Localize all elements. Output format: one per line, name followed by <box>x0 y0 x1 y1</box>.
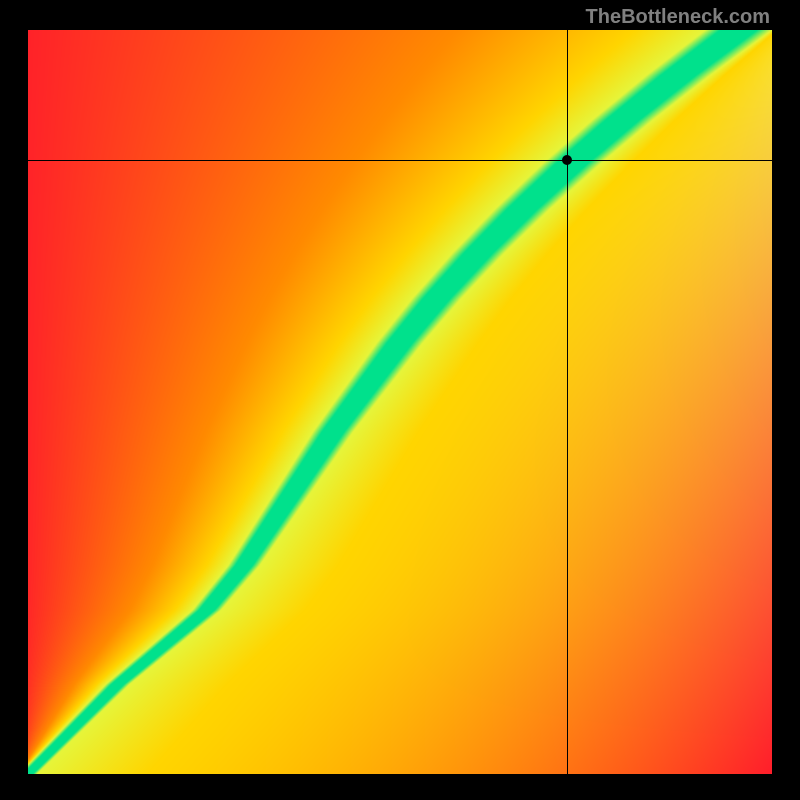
crosshair-vertical <box>567 30 568 774</box>
heatmap-canvas <box>28 30 772 774</box>
heatmap-plot <box>28 30 772 774</box>
marker-point <box>562 155 572 165</box>
watermark-text: TheBottleneck.com <box>586 6 770 29</box>
chart-container: TheBottleneck.com <box>0 0 800 800</box>
crosshair-horizontal <box>28 160 772 161</box>
